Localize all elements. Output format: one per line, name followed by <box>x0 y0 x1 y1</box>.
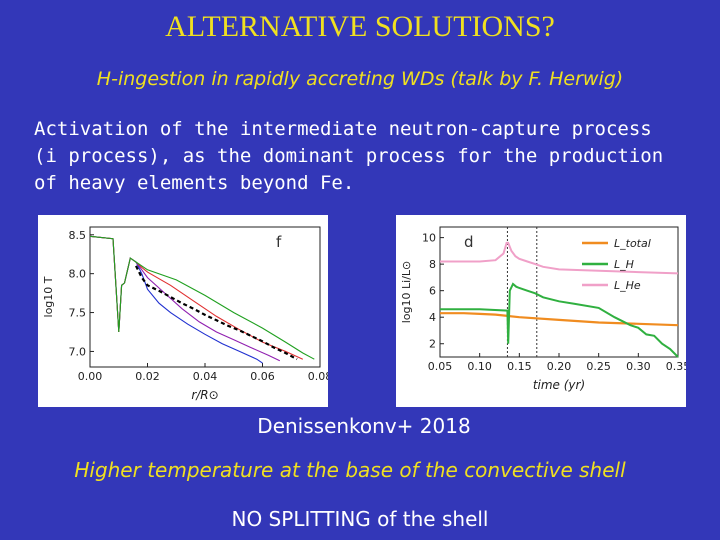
series-line <box>89 235 281 362</box>
x-tick-label: 0.05 <box>428 360 453 373</box>
body-line: (i process), as the dominant process for… <box>34 145 664 167</box>
x-tick-label: 0.00 <box>78 370 103 383</box>
series-line <box>135 265 298 361</box>
body-line: of heavy elements beyond Fe. <box>34 172 355 194</box>
series-line <box>440 312 679 327</box>
y-axis-label: log10 T <box>42 276 55 317</box>
y-tick-label: 8 <box>429 258 436 271</box>
temperature-profile-chart: 0.00 0.02 0.04 0.06 0.08 7.0 7.5 8.0 8.5 f r/R⊙ log… <box>42 226 332 402</box>
claim-text: Higher temperature at the base of the co… <box>74 458 626 482</box>
x-tick-label: 0.06 <box>250 370 275 383</box>
series-line <box>440 282 679 358</box>
x-tick-label: 0.25 <box>586 360 611 373</box>
x-tick-label: 0.30 <box>626 360 651 373</box>
y-tick-label: 7.0 <box>69 345 87 358</box>
luminosity-figure: 0.05 0.10 0.15 0.20 0.25 0.30 0.35 2 4 6 8 10 d time … <box>396 215 690 407</box>
body-text: Activation of the intermediate neutron-c… <box>34 116 694 197</box>
x-axis-label: r/R⊙ <box>191 388 218 402</box>
plot-frame <box>89 226 321 368</box>
series-line <box>89 235 315 360</box>
y-axis-label: log10 Li/L⊙ <box>400 261 413 324</box>
x-tick-label: 0.20 <box>547 360 572 373</box>
panel-label: d <box>464 233 474 251</box>
citation: Denissenkonv+ 2018 <box>257 414 471 438</box>
x-tick-label: 0.35 <box>666 360 686 373</box>
y-tick-label: 10 <box>422 232 436 245</box>
y-tick-label: 2 <box>429 338 436 351</box>
temperature-profile-figure: 0.00 0.02 0.04 0.06 0.08 7.0 7.5 8.0 8.5 f r/R⊙ log… <box>38 215 332 407</box>
series-line <box>440 241 679 275</box>
y-tick-label: 6 <box>429 285 436 298</box>
legend-label: L_He <box>614 279 641 292</box>
x-tick-label: 0.08 <box>308 370 328 383</box>
panel-label: f <box>276 233 282 251</box>
conclusion-text: NO SPLITTING of the shell <box>231 507 489 531</box>
legend-label: L_total <box>614 237 651 250</box>
y-tick-label: 4 <box>429 311 436 324</box>
luminosity-chart: 0.05 0.10 0.15 0.20 0.25 0.30 0.35 2 4 6 8 10 d time … <box>400 226 690 392</box>
series-line <box>89 235 304 360</box>
x-tick-label: 0.15 <box>507 360 532 373</box>
legend-label: L_H <box>614 258 634 271</box>
slide-subtitle: H-ingestion in rapidly accreting WDs (ta… <box>96 68 624 90</box>
y-tick-label: 8.0 <box>69 268 87 281</box>
y-tick-label: 7.5 <box>69 307 87 320</box>
body-line: Activation of the intermediate neutron-c… <box>34 118 652 140</box>
x-tick-label: 0.10 <box>467 360 492 373</box>
series-line <box>89 235 263 364</box>
y-tick-label: 8.5 <box>69 229 87 242</box>
slide-title: ALTERNATIVE SOLUTIONS? <box>165 10 555 43</box>
x-tick-label: 0.04 <box>193 370 218 383</box>
x-axis-label: time (yr) <box>533 378 585 392</box>
x-tick-label: 0.02 <box>135 370 160 383</box>
